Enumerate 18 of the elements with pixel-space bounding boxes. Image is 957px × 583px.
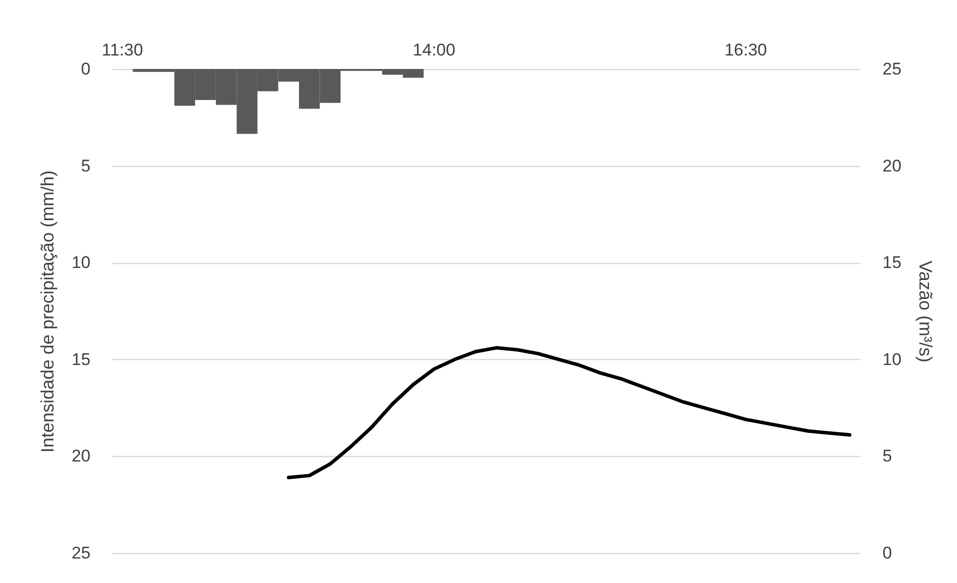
line-series: [286, 346, 852, 480]
x-tick-label: 14:00: [412, 40, 456, 60]
y2-tick-label: 0: [882, 544, 892, 562]
y-tick-label: 5: [81, 156, 90, 176]
x-tick-label: 16:30: [724, 40, 767, 60]
y-tick-label: 15: [72, 350, 90, 369]
y-tick-label: 25: [72, 544, 90, 562]
y2-tick-label: 20: [882, 156, 902, 176]
y-tick-label: 0: [81, 60, 90, 78]
y2-tick-label: 15: [882, 253, 902, 272]
y2-tick-label: 25: [882, 60, 902, 78]
y2-tick-label: 10: [882, 350, 902, 369]
y-axis-title: Intensidade de precipitação (mm/h): [38, 170, 58, 453]
x-tick-label: 11:30: [102, 40, 144, 60]
y-tick-label: 10: [72, 253, 90, 272]
y-tick-label: 20: [72, 446, 90, 466]
y2-axis-title: Vazão (m³/s): [915, 260, 936, 362]
y2-tick-label: 5: [882, 446, 892, 466]
